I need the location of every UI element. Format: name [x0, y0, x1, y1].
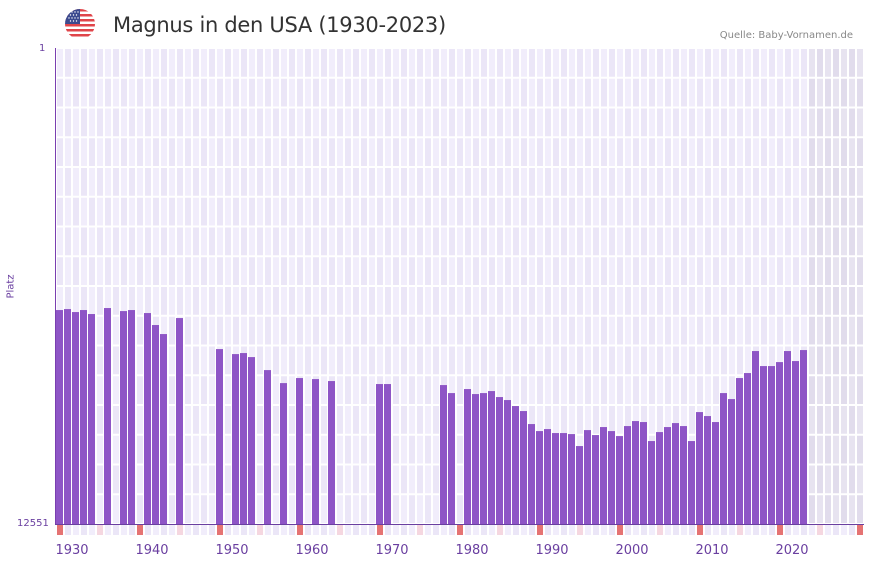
x-tick-2020: 2020 — [775, 543, 809, 558]
bar-1932 — [72, 312, 79, 524]
bar-2022 — [792, 361, 799, 524]
y-tick-top: 1 — [39, 43, 46, 54]
plot-area — [56, 49, 863, 535]
bar-1978 — [440, 385, 447, 524]
bar-1952 — [232, 354, 239, 524]
source-label: Quelle: Baby-Vornamen.de — [719, 30, 853, 41]
x-tick-2010: 2010 — [695, 543, 729, 558]
bar-1983 — [480, 393, 487, 524]
us-flag-icon — [65, 9, 95, 39]
bar-1971 — [384, 384, 391, 524]
bar-2014 — [728, 399, 735, 524]
bar-1982 — [472, 394, 479, 524]
bar-1970 — [376, 384, 383, 524]
bar-1992 — [552, 433, 559, 524]
bar-1994 — [568, 434, 575, 524]
bar-2005 — [656, 432, 663, 524]
x-tick-1980: 1980 — [455, 543, 489, 558]
bar-1956 — [264, 370, 271, 524]
bar-2017 — [752, 351, 759, 524]
bar-2004 — [648, 441, 655, 524]
bar-2021 — [784, 351, 791, 524]
bar-2012 — [712, 422, 719, 524]
bar-2023 — [800, 350, 807, 524]
bar-1964 — [328, 381, 335, 524]
bar-2009 — [688, 441, 695, 524]
bar-2020 — [776, 362, 783, 524]
bar-2008 — [680, 426, 687, 524]
bar-1981 — [464, 389, 471, 524]
decade-marker — [137, 525, 143, 535]
bar-1941 — [144, 313, 151, 524]
bar-1942 — [152, 325, 159, 524]
bar-2006 — [664, 427, 671, 524]
bar-2011 — [704, 416, 711, 524]
decade-marker — [457, 525, 463, 535]
bar-1933 — [80, 310, 87, 524]
bar-2007 — [672, 423, 679, 524]
bar-1986 — [504, 400, 511, 524]
bar-2003 — [640, 422, 647, 524]
x-axis-line — [55, 524, 864, 525]
x-tick-1990: 1990 — [535, 543, 569, 558]
bar-2015 — [736, 378, 743, 524]
decade-marker — [617, 525, 623, 535]
bar-2018 — [760, 366, 767, 524]
bar-1962 — [312, 379, 319, 524]
bar-1991 — [544, 429, 551, 524]
x-tick-1960: 1960 — [295, 543, 329, 558]
bar-1998 — [600, 427, 607, 524]
y-tick-bottom: 12551 — [17, 518, 49, 529]
bar-1999 — [608, 431, 615, 524]
decade-marker — [297, 525, 303, 535]
bar-1984 — [488, 391, 495, 524]
bar-1945 — [176, 318, 183, 524]
bar-1996 — [584, 430, 591, 524]
x-tick-2000: 2000 — [615, 543, 649, 558]
bar-1934 — [88, 314, 95, 524]
bar-1990 — [536, 431, 543, 524]
bar-1943 — [160, 334, 167, 524]
bar-2013 — [720, 393, 727, 524]
bar-1979 — [448, 393, 455, 524]
decade-marker — [217, 525, 223, 535]
bar-1995 — [576, 446, 583, 524]
bar-1958 — [280, 383, 287, 524]
bar-1960 — [296, 378, 303, 524]
bar-2010 — [696, 412, 703, 524]
bar-1939 — [128, 310, 135, 524]
bar-1997 — [592, 435, 599, 524]
decade-marker — [697, 525, 703, 535]
bar-1950 — [216, 349, 223, 524]
bar-2001 — [624, 426, 631, 524]
bar-1993 — [560, 433, 567, 524]
bar-1936 — [104, 308, 111, 524]
bar-1930 — [56, 310, 63, 524]
x-tick-1970: 1970 — [375, 543, 409, 558]
decade-marker — [537, 525, 543, 535]
bar-2016 — [744, 373, 751, 524]
bar-1953 — [240, 353, 247, 524]
decade-marker — [777, 525, 783, 535]
y-axis-title: Platz — [5, 274, 17, 299]
bar-1988 — [520, 411, 527, 524]
bar-1931 — [64, 309, 71, 524]
x-tick-1940: 1940 — [135, 543, 169, 558]
decade-marker — [57, 525, 63, 535]
x-tick-1950: 1950 — [215, 543, 249, 558]
bar-1985 — [496, 397, 503, 524]
bar-2002 — [632, 421, 639, 524]
decade-marker — [857, 525, 863, 535]
chart-title: Magnus in den USA (1930-2023) — [113, 13, 446, 37]
bar-1938 — [120, 311, 127, 524]
bar-1987 — [512, 406, 519, 524]
x-tick-1930: 1930 — [55, 543, 89, 558]
bar-1954 — [248, 357, 255, 524]
bar-2000 — [616, 436, 623, 524]
y-axis-line — [55, 48, 56, 525]
decade-marker — [377, 525, 383, 535]
bar-2019 — [768, 366, 775, 524]
bar-1989 — [528, 424, 535, 524]
